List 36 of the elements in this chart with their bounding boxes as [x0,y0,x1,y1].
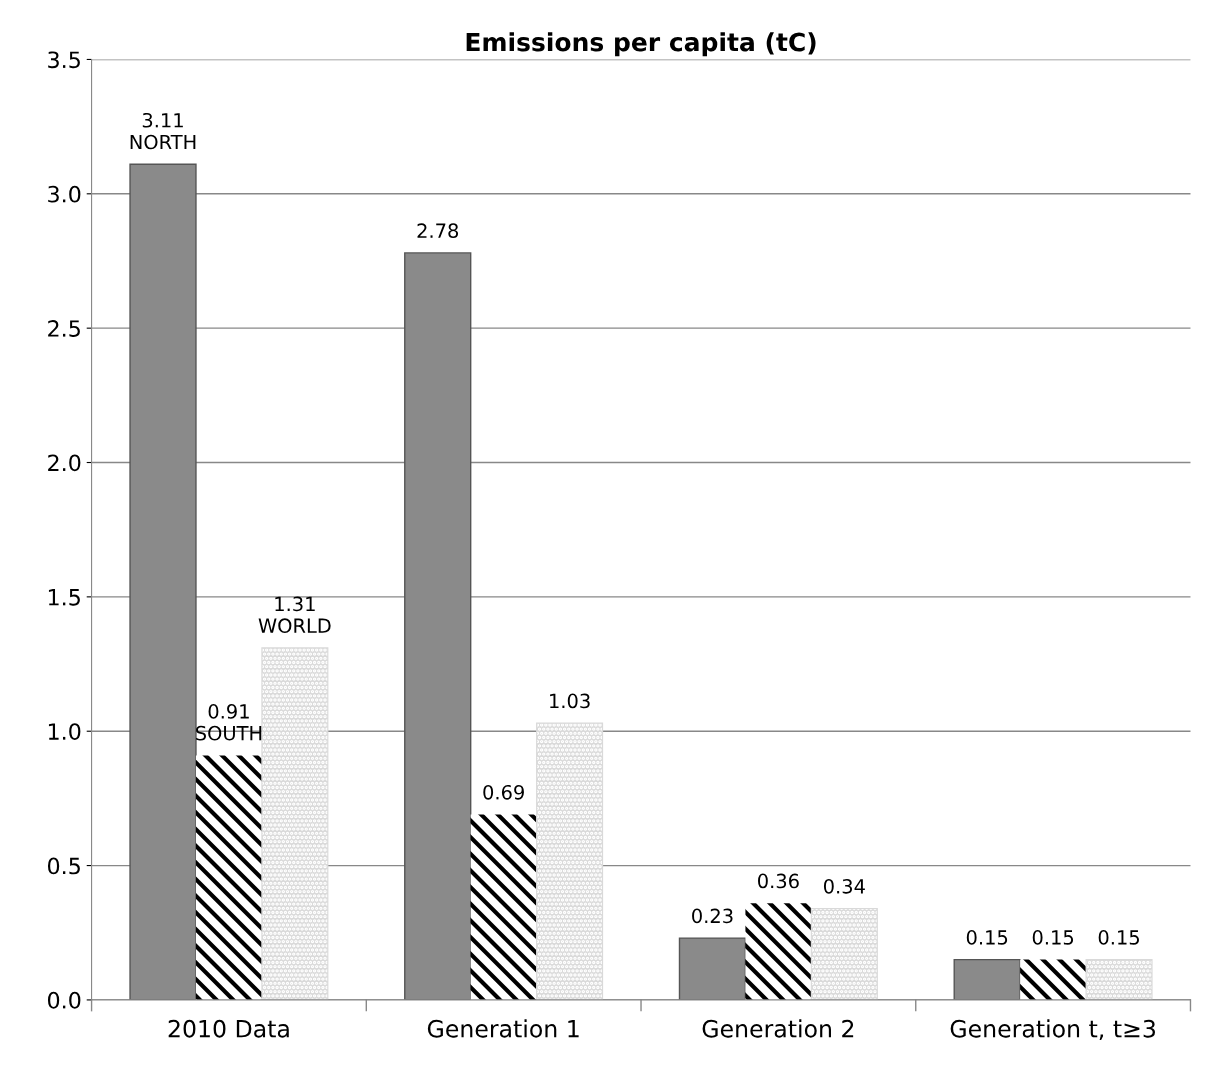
y-tick-label: 2.0 [48,454,81,472]
data-label: 0.15 [1098,930,1139,945]
y-tick-label: 3.5 [48,51,80,69]
x-tick-label: Generation t, t≥3 [950,1019,1155,1041]
data-label: 0.15 [966,930,1008,945]
bar [470,814,537,1000]
data-label: 2.78 [417,223,459,239]
bar [536,722,604,1000]
y-tick-label: 1.0 [48,723,81,740]
y-tick-label: 0.0 [47,991,81,1009]
series-label: WORLD [258,618,331,634]
data-label: 0.36 [758,873,799,889]
data-label: 0.15 [1032,930,1074,945]
bar [1020,959,1087,1000]
bar [261,647,329,1000]
series-label: SOUTH [196,725,262,741]
bar [1085,959,1153,1000]
series-label: NORTH [130,134,196,150]
x-tick-label: 2010 Data [168,1019,289,1038]
bar [810,908,878,1000]
data-label: 1.31 [275,596,315,612]
y-tick-label: 3.0 [48,185,81,203]
y-tick-label: 0.5 [47,857,80,875]
data-label: 0.34 [823,878,865,894]
data-label: 0.91 [208,704,249,719]
y-tick-label: 2.5 [48,320,80,337]
bar [745,903,812,1000]
y-tick-label: 1.5 [48,589,80,606]
x-tick-label: Generation 1 [427,1019,579,1038]
data-label: 1.03 [550,693,590,709]
data-label: 0.23 [692,908,733,924]
chart-title: Emissions per capita (tC) [466,32,816,57]
data-label: 0.69 [483,784,524,800]
data-label: 3.11 [142,112,183,128]
bar [195,755,262,1000]
x-tick-label: Generation 2 [702,1019,854,1038]
